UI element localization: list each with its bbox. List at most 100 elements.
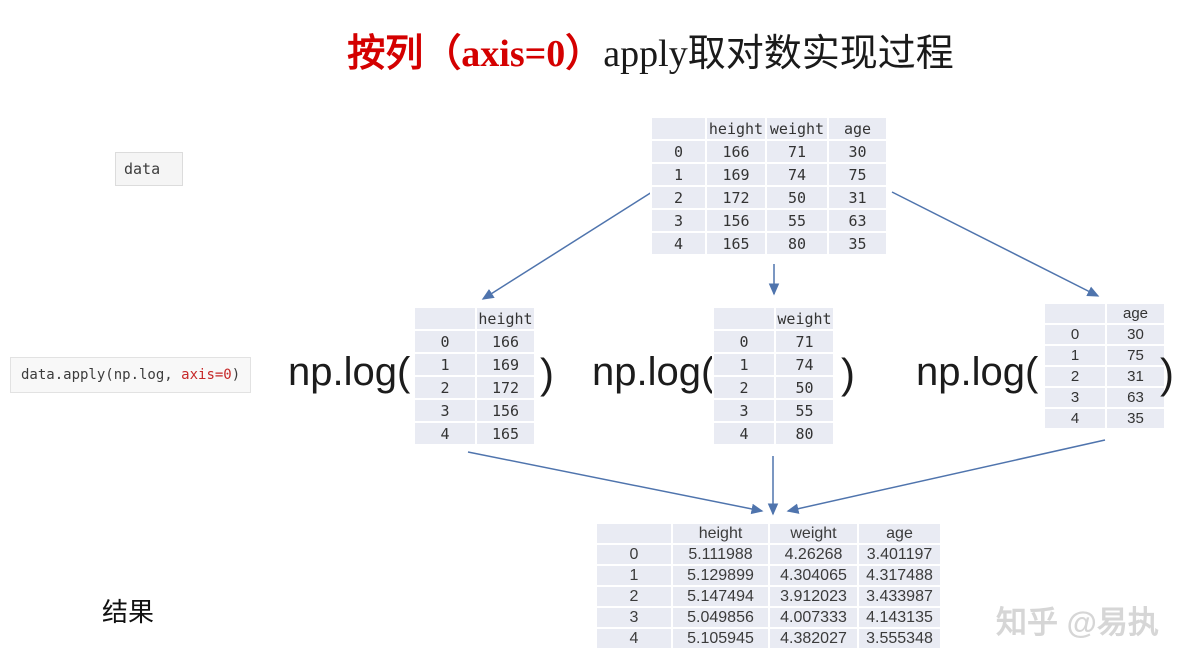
row-index: 2 (650, 185, 707, 210)
table-row: 4 80 (712, 421, 835, 446)
table-row: 3 63 (1043, 386, 1166, 409)
title-rest-segment: apply取对数实现过程 (603, 33, 954, 75)
table-cell: 63 (1105, 386, 1166, 409)
dataframe-grid: height weight age 0 5.111988 4.26268 3.401197 1… (595, 522, 942, 650)
table-row: 3 156 55 63 (650, 208, 888, 233)
row-index: 1 (413, 352, 477, 377)
table-cell: 74 (765, 162, 829, 187)
table-cell: 35 (1105, 407, 1166, 430)
table-row: 2 172 (413, 375, 536, 400)
flow-arrow (467, 451, 764, 515)
row-index: 1 (650, 162, 707, 187)
row-index: 1 (712, 352, 776, 377)
table-cell: 166 (705, 139, 767, 164)
table-cell: 3.433987 (857, 585, 942, 608)
row-index: 4 (712, 421, 776, 446)
table-cell: 3.401197 (857, 543, 942, 566)
corner-cell (712, 306, 776, 331)
table-cell: 5.049856 (671, 606, 770, 629)
table-row: 3 5.049856 4.007333 4.143135 (595, 606, 942, 629)
table-cell: 75 (827, 162, 888, 187)
table-cell: 166 (475, 329, 536, 354)
column-header: weight (765, 116, 829, 141)
table-row: 1 169 (413, 352, 536, 377)
dataframe-grid: height 0 166 1 169 2 172 3 156 4 165 (413, 306, 536, 446)
table-cell: 4.007333 (768, 606, 859, 629)
nplog-close-paren-weight: ) (841, 350, 855, 397)
table-row: 4 5.105945 4.382027 3.555348 (595, 627, 942, 650)
table-row: 2 5.147494 3.912023 3.433987 (595, 585, 942, 608)
flow-arrow (786, 439, 1106, 514)
table-cell: 3.912023 (768, 585, 859, 608)
table-cell: 172 (475, 375, 536, 400)
column-header: age (1105, 302, 1166, 325)
table-row: 1 169 74 75 (650, 162, 888, 187)
table-cell: 4.304065 (768, 564, 859, 587)
data-variable-label: data (124, 160, 161, 178)
column-header: age (857, 522, 942, 545)
row-index: 4 (1043, 407, 1107, 430)
dataframe-grid: weight 0 71 1 74 2 50 3 55 4 80 (712, 306, 835, 446)
table-row: 3 156 (413, 398, 536, 423)
table-cell: 71 (774, 329, 835, 354)
table-cell: 5.105945 (671, 627, 770, 650)
table-row: 1 5.129899 4.304065 4.317488 (595, 564, 942, 587)
table-cell: 75 (1105, 344, 1166, 367)
flow-arrow (891, 191, 1100, 297)
table-row: 4 165 (413, 421, 536, 446)
row-index: 3 (650, 208, 707, 233)
table-cell: 172 (705, 185, 767, 210)
table-row: 2 172 50 31 (650, 185, 888, 210)
row-index: 2 (595, 585, 673, 608)
row-index: 2 (712, 375, 776, 400)
table-cell: 50 (774, 375, 835, 400)
table-cell: 50 (765, 185, 829, 210)
table-cell: 3.555348 (857, 627, 942, 650)
corner-cell (1043, 302, 1107, 325)
column-header: height (475, 306, 536, 331)
row-index: 4 (595, 627, 673, 650)
table-cell: 4.382027 (768, 627, 859, 650)
row-index: 3 (1043, 386, 1107, 409)
flow-arrow (481, 191, 653, 300)
table-cell: 4.26268 (768, 543, 859, 566)
table-row: 0 30 (1043, 323, 1166, 346)
row-index: 2 (413, 375, 477, 400)
row-index: 4 (413, 421, 477, 446)
table-cell: 35 (827, 231, 888, 256)
nplog-call-age: np.log( (916, 350, 1039, 394)
page-title: 按列（axis=0）apply取对数实现过程 (110, 22, 1191, 77)
table-cell: 30 (1105, 323, 1166, 346)
table-row: 0 71 (712, 329, 835, 354)
nplog-close-paren-height: ) (540, 350, 554, 397)
row-index: 3 (595, 606, 673, 629)
table-row: 2 31 (1043, 365, 1166, 388)
row-index: 0 (595, 543, 673, 566)
weight-series-table: weight 0 71 1 74 2 50 3 55 4 80 (712, 306, 835, 446)
code-suffix: ) (231, 367, 241, 383)
row-index: 1 (595, 564, 673, 587)
dataframe-grid: height weight age 0 166 71 30 1 169 74 75 2 172 50 31 3… (650, 116, 888, 256)
corner-cell (650, 116, 707, 141)
row-index: 0 (413, 329, 477, 354)
corner-cell (595, 522, 673, 545)
table-cell: 4.143135 (857, 606, 942, 629)
table-cell: 31 (827, 185, 888, 210)
column-header: height (705, 116, 767, 141)
table-cell: 169 (475, 352, 536, 377)
table-cell: 5.129899 (671, 564, 770, 587)
code-prefix: data.apply(np.log, (21, 367, 182, 383)
table-row: 2 50 (712, 375, 835, 400)
nplog-call-weight: np.log( (592, 350, 715, 394)
row-index: 3 (712, 398, 776, 423)
table-cell: 169 (705, 162, 767, 187)
height-series-table: height 0 166 1 169 2 172 3 156 4 165 (413, 306, 536, 446)
nplog-close-paren-age: ) (1160, 350, 1174, 397)
table-cell: 156 (475, 398, 536, 423)
table-cell: 80 (774, 421, 835, 446)
dataframe-grid: age 0 30 1 75 2 31 3 63 4 35 (1043, 302, 1166, 430)
title-axis-segment: 按列（axis=0） (347, 33, 604, 75)
table-cell: 63 (827, 208, 888, 233)
column-header: weight (768, 522, 859, 545)
